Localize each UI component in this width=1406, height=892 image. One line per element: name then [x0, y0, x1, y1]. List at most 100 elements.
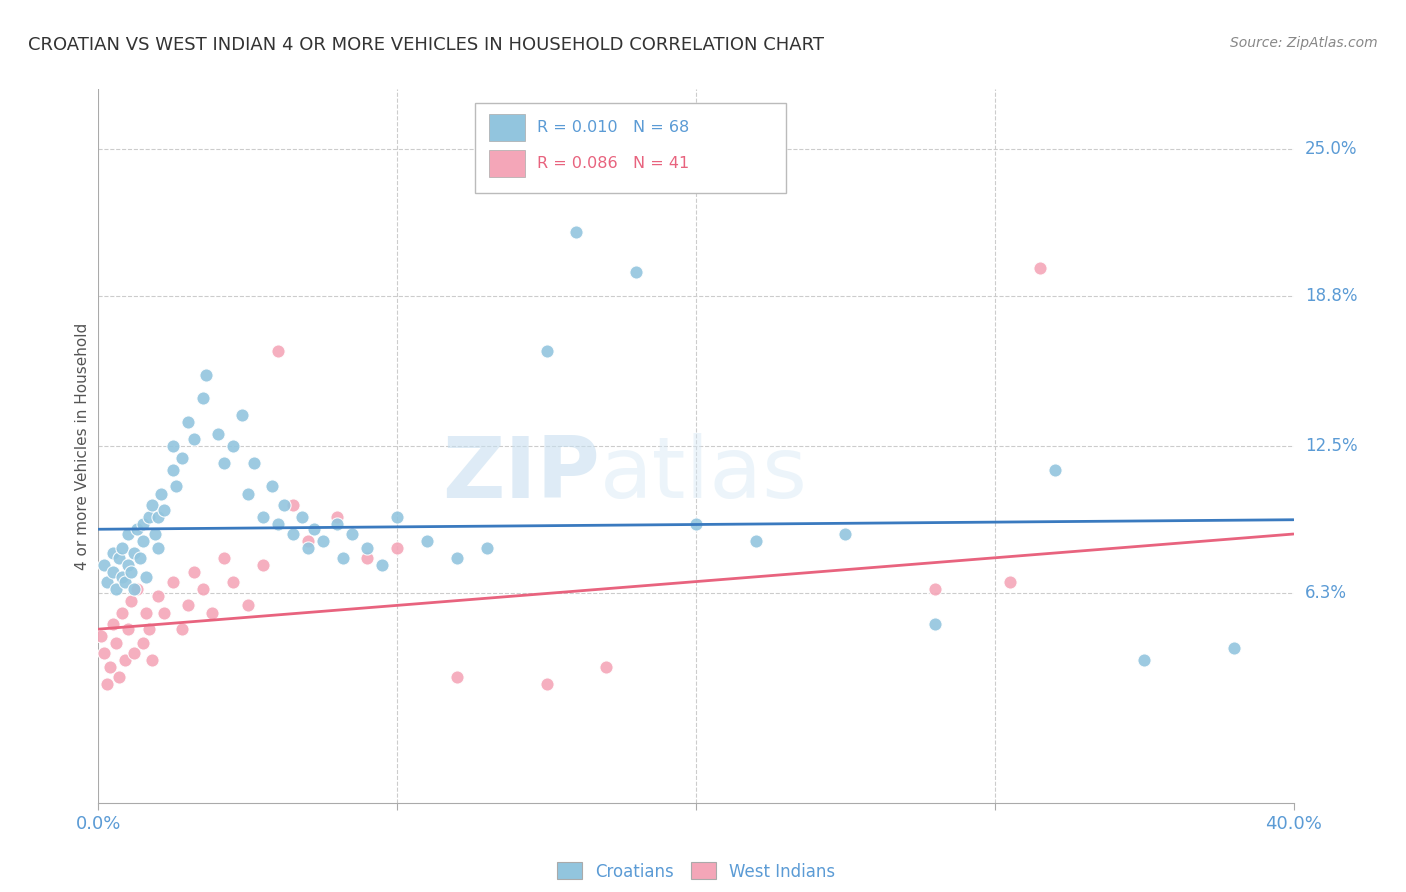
Point: [120, 565, 142, 579]
Point: [172, 622, 194, 636]
Text: ZIP: ZIP: [443, 433, 600, 516]
Point: [105, 582, 128, 596]
Text: 12.5%: 12.5%: [1305, 437, 1357, 455]
Point: [172, 450, 194, 465]
Point: [124, 582, 146, 596]
Point: [212, 550, 235, 565]
Point: [475, 541, 498, 556]
Point: [114, 574, 136, 589]
Point: [536, 677, 558, 691]
Point: [290, 510, 312, 524]
Point: [685, 517, 707, 532]
Text: R = 0.010   N = 68: R = 0.010 N = 68: [537, 120, 689, 136]
Point: [385, 541, 409, 556]
Point: [267, 343, 290, 358]
Point: [124, 646, 146, 660]
Text: 25.0%: 25.0%: [1305, 140, 1357, 158]
Point: [201, 606, 224, 620]
Point: [834, 527, 856, 541]
Point: [153, 606, 176, 620]
Bar: [489, 150, 524, 177]
Point: [998, 574, 1021, 589]
Point: [342, 527, 364, 541]
Point: [745, 534, 768, 549]
Point: [416, 534, 439, 549]
Point: [252, 558, 274, 572]
Point: [281, 527, 304, 541]
Point: [162, 463, 184, 477]
Point: [105, 636, 128, 650]
Point: [446, 670, 468, 684]
Point: [127, 522, 149, 536]
Point: [90, 629, 112, 643]
Point: [183, 565, 205, 579]
Point: [356, 541, 378, 556]
Point: [924, 617, 946, 632]
Point: [93, 558, 115, 572]
Point: [111, 570, 134, 584]
Point: [138, 510, 160, 524]
Point: [297, 541, 319, 556]
Point: [111, 541, 134, 556]
Point: [143, 527, 166, 541]
Point: [162, 574, 184, 589]
Point: [281, 499, 304, 513]
FancyBboxPatch shape: [475, 103, 786, 193]
Point: [117, 527, 139, 541]
Point: [111, 606, 134, 620]
Point: [311, 534, 333, 549]
Point: [236, 599, 259, 613]
Point: [260, 479, 283, 493]
Point: [108, 550, 131, 565]
Point: [385, 510, 409, 524]
Point: [297, 534, 319, 549]
Bar: [489, 114, 524, 141]
Point: [120, 593, 142, 607]
Point: [98, 660, 122, 674]
Point: [231, 408, 253, 422]
Point: [191, 392, 214, 406]
Point: [127, 582, 149, 596]
Point: [103, 546, 125, 560]
Point: [177, 415, 200, 429]
Point: [222, 574, 245, 589]
Text: Source: ZipAtlas.com: Source: ZipAtlas.com: [1230, 36, 1378, 50]
Point: [924, 582, 946, 596]
Point: [132, 636, 155, 650]
Text: atlas: atlas: [600, 433, 808, 516]
Point: [165, 479, 187, 493]
Point: [103, 617, 125, 632]
Point: [138, 622, 160, 636]
Point: [1028, 260, 1050, 275]
Point: [624, 265, 647, 279]
Point: [148, 510, 170, 524]
Point: [117, 622, 139, 636]
Point: [96, 677, 118, 691]
Point: [183, 432, 205, 446]
Point: [326, 510, 349, 524]
Point: [332, 550, 354, 565]
Text: CROATIAN VS WEST INDIAN 4 OR MORE VEHICLES IN HOUSEHOLD CORRELATION CHART: CROATIAN VS WEST INDIAN 4 OR MORE VEHICL…: [28, 36, 824, 54]
Point: [162, 439, 184, 453]
Point: [108, 670, 131, 684]
Point: [252, 510, 274, 524]
Point: [177, 599, 200, 613]
Point: [302, 522, 325, 536]
Point: [371, 558, 394, 572]
Point: [129, 550, 152, 565]
Point: [1043, 463, 1066, 477]
Point: [356, 550, 378, 565]
Point: [595, 660, 617, 674]
Point: [1133, 653, 1156, 667]
Point: [536, 343, 558, 358]
Text: 18.8%: 18.8%: [1305, 287, 1357, 305]
Point: [150, 486, 173, 500]
Point: [153, 503, 176, 517]
Point: [96, 574, 118, 589]
Text: R = 0.086   N = 41: R = 0.086 N = 41: [537, 156, 689, 171]
Point: [141, 499, 163, 513]
Point: [446, 550, 468, 565]
Point: [207, 427, 229, 442]
Point: [141, 653, 163, 667]
Point: [132, 517, 155, 532]
